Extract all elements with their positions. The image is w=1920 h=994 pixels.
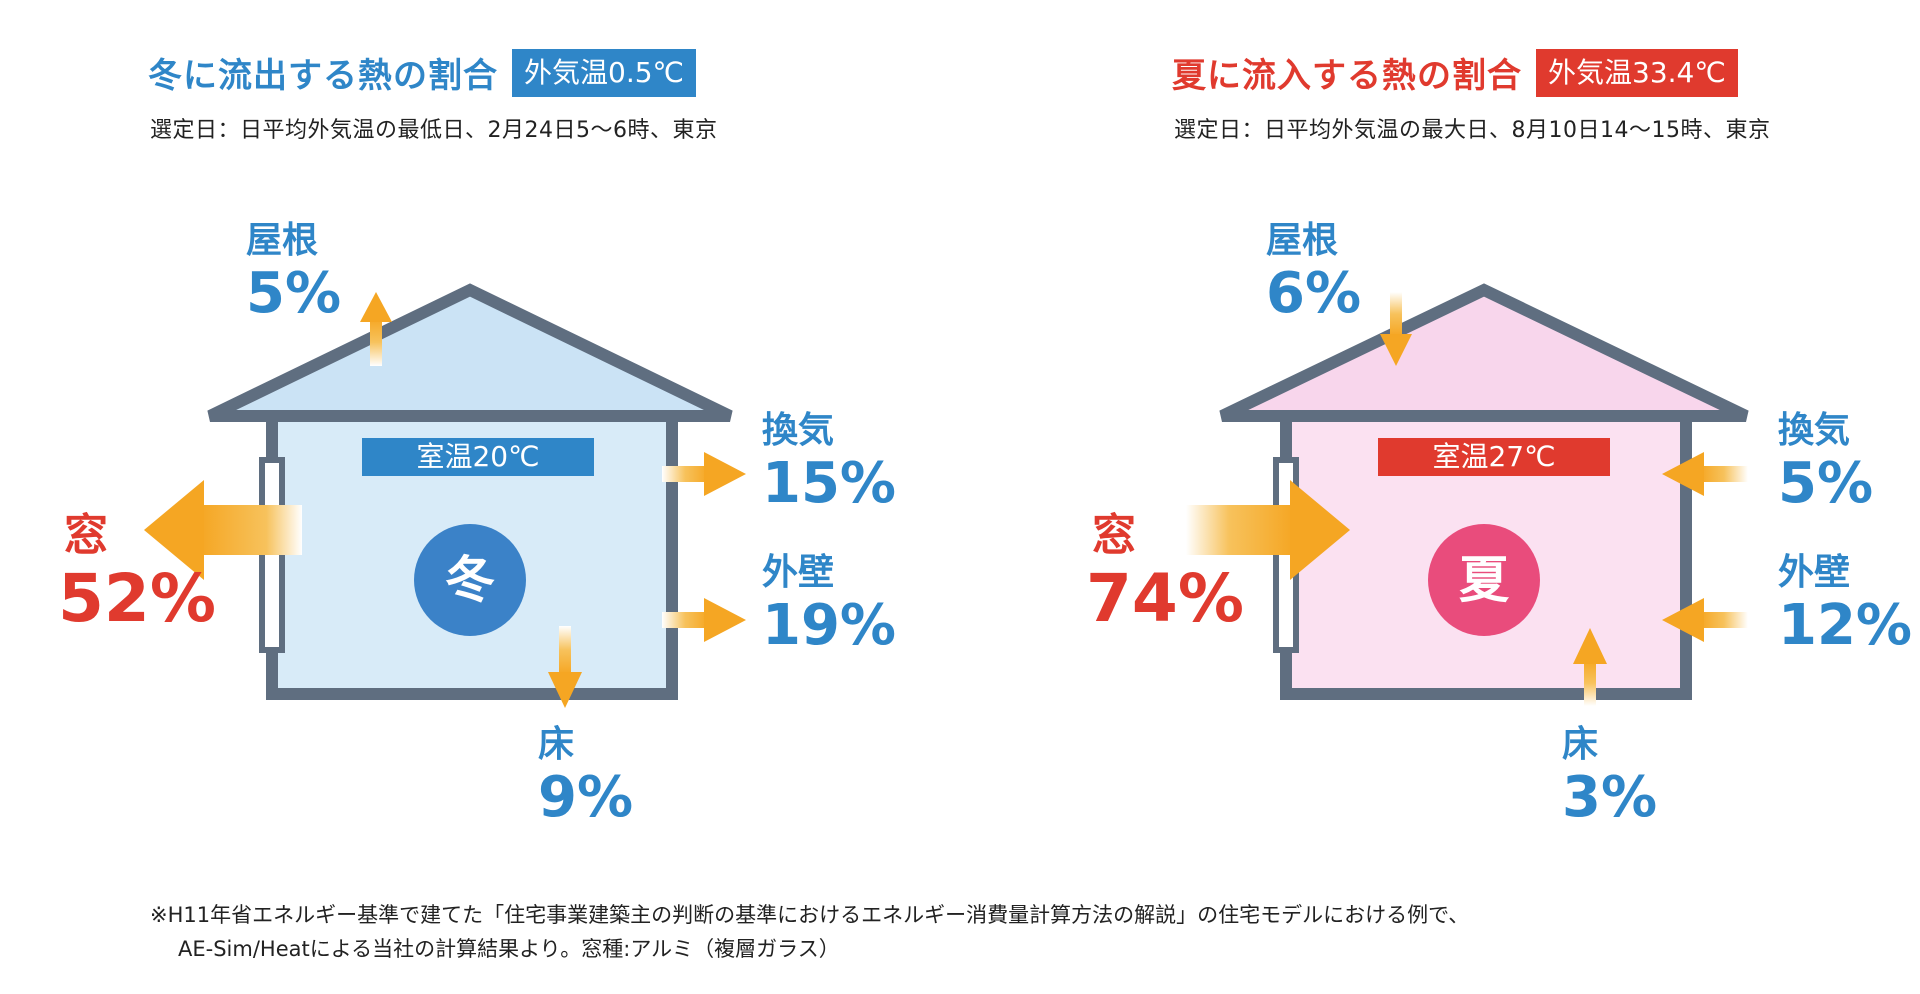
footnote: ※H11年省エネルギー基準で建てた「住宅事業建築主の判断の基準におけるエネルギー… bbox=[150, 898, 1469, 966]
winter-season-circle: 冬 bbox=[414, 524, 526, 636]
footnote-line-1: ※H11年省エネルギー基準で建てた「住宅事業建築主の判断の基準におけるエネルギー… bbox=[150, 898, 1469, 932]
winter-floor-label: 床 9% bbox=[538, 724, 633, 830]
winter-wall-label: 外壁 19% bbox=[762, 552, 896, 658]
footnote-line-2: AE-Sim/Heatによる当社の計算結果より。窓種:アルミ（複層ガラス） bbox=[150, 932, 1469, 966]
summer-ventilation-label: 換気 5% bbox=[1778, 410, 1873, 516]
winter-roof-label: 屋根 5% bbox=[246, 220, 341, 326]
winter-ventilation-label: 換気 15% bbox=[762, 410, 896, 516]
summer-floor-label: 床 3% bbox=[1562, 724, 1657, 830]
winter-room-temp: 室温20℃ bbox=[362, 438, 594, 476]
summer-panel: 夏に流入する熱の割合 外気温33.4℃ 選定日：日平均外気温の最大日、8月10日… bbox=[960, 0, 1920, 880]
winter-window-label: 窓 52% bbox=[58, 510, 216, 636]
summer-window-label: 窓 74% bbox=[1086, 510, 1244, 636]
summer-roof-label: 屋根 6% bbox=[1266, 220, 1361, 326]
summer-room-temp: 室温27℃ bbox=[1378, 438, 1610, 476]
summer-season-circle: 夏 bbox=[1428, 524, 1540, 636]
winter-panel: 冬に流出する熱の割合 外気温0.5℃ 選定日：日平均外気温の最低日、2月24日5… bbox=[0, 0, 960, 880]
summer-wall-label: 外壁 12% bbox=[1778, 552, 1912, 658]
